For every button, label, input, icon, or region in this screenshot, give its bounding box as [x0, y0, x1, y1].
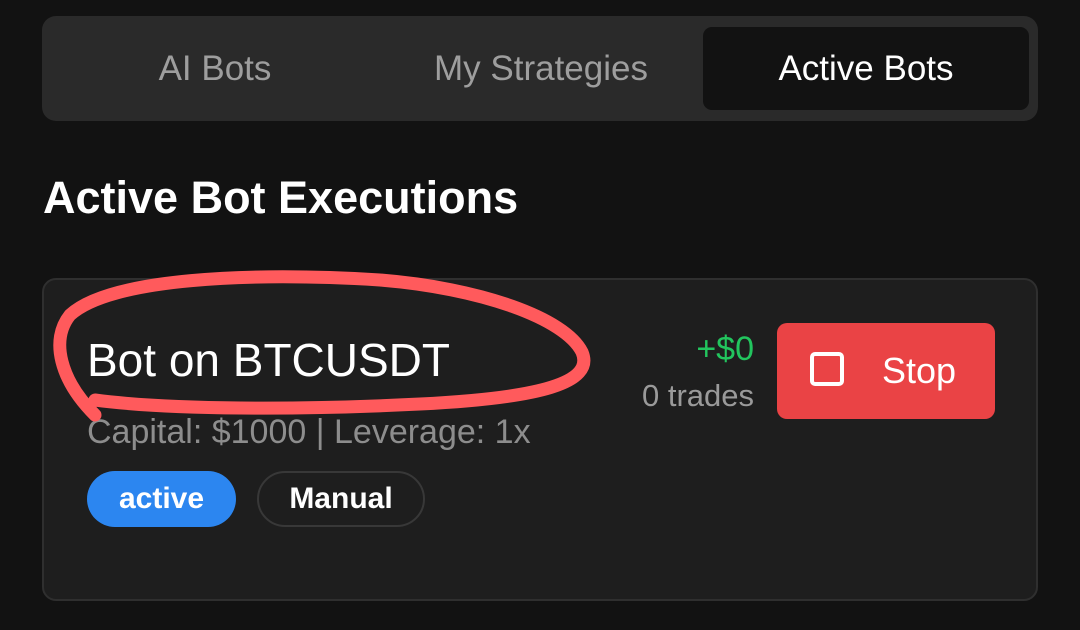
tab-label: Active Bots [778, 48, 954, 88]
stop-button[interactable]: Stop [777, 323, 995, 419]
stop-button-label: Stop [882, 350, 957, 391]
tab-label: AI Bots [158, 48, 272, 88]
mode-badge-label: Manual [289, 482, 393, 515]
section-title: Active Bot Executions [43, 172, 519, 223]
tab-bar: AI Bots My Strategies Active Bots [42, 16, 1038, 121]
tab-label: My Strategies [434, 48, 648, 88]
mode-badge: Manual [257, 471, 425, 527]
bot-name: Bot on BTCUSDT [87, 334, 450, 386]
status-badge: active [87, 471, 236, 527]
tab-my-strategies[interactable]: My Strategies [378, 27, 704, 110]
trade-count: 0 trades [641, 378, 754, 413]
square-icon [810, 352, 844, 386]
status-badge-label: active [118, 482, 205, 515]
bot-execution-card[interactable]: Bot on BTCUSDT Capital: $1000 | Leverage… [42, 278, 1038, 601]
tab-active-bots[interactable]: Active Bots [703, 27, 1029, 110]
pnl-value: +$0 [696, 330, 754, 368]
tab-ai-bots[interactable]: AI Bots [52, 27, 378, 110]
bot-details: Capital: $1000 | Leverage: 1x [87, 413, 531, 451]
